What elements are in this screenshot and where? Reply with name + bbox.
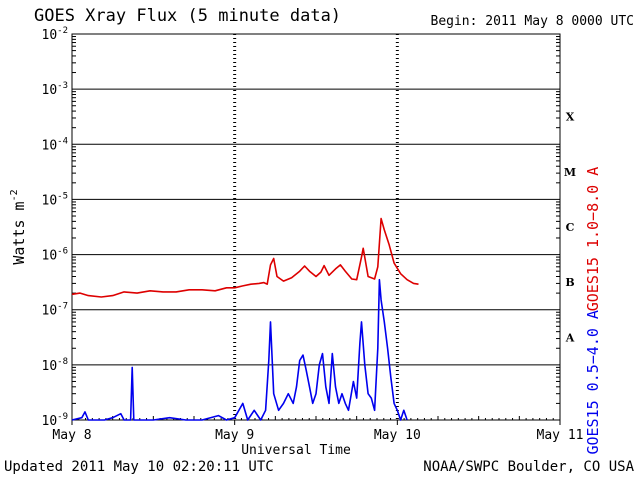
x-tick-label: May 10 — [374, 428, 421, 443]
y-tick-label: 10-5 — [42, 191, 69, 208]
y-tick-base: 10 — [42, 304, 58, 319]
y-tick-base: 10 — [42, 28, 58, 43]
y-axis-label-exponent: -2 — [9, 189, 20, 201]
begin-time-label: Begin: 2011 May 8 0000 UTC — [430, 14, 635, 29]
y-tick-exponent: -3 — [57, 81, 68, 91]
y-tick-base: 10 — [42, 249, 58, 264]
chart-title: GOES Xray Flux (5 minute data) — [34, 6, 342, 26]
y-tick-exponent: -9 — [57, 412, 68, 422]
y-tick-label: 10-8 — [42, 357, 69, 374]
series-line-long-channel — [71, 217, 419, 298]
legend-long-channel: GOES15 1.0−8.0 A — [584, 167, 602, 312]
x-tick-label: May 11 — [537, 428, 584, 443]
flare-class-label: A — [565, 331, 575, 344]
y-tick-base: 10 — [42, 414, 58, 429]
x-tick-label: May 8 — [52, 428, 91, 443]
y-axis-label: Watts m-2 — [9, 189, 28, 264]
plot-frame — [71, 33, 561, 421]
flare-class-label: B — [565, 276, 574, 289]
y-tick-base: 10 — [42, 359, 58, 374]
y-tick-exponent: -4 — [57, 136, 68, 146]
y-tick-label: 10-6 — [42, 247, 69, 264]
flare-class-label: X — [566, 111, 575, 124]
y-tick-base: 10 — [42, 138, 58, 153]
y-tick-exponent: -2 — [57, 26, 68, 36]
y-tick-base: 10 — [42, 83, 58, 98]
series-line-short-channel — [71, 278, 408, 421]
legend-short-channel: GOES15 0.5−4.0 A — [584, 310, 602, 455]
y-tick-base: 10 — [42, 193, 58, 208]
y-tick-label: 10-7 — [42, 302, 69, 319]
y-tick-exponent: -6 — [57, 247, 68, 257]
flare-class-label: M — [564, 166, 576, 179]
y-tick-exponent: -8 — [57, 357, 68, 367]
y-tick-exponent: -5 — [57, 191, 68, 201]
y-tick-label: 10-3 — [42, 81, 69, 98]
y-tick-label: 10-9 — [42, 412, 69, 429]
y-axis-label-text: Watts m — [10, 201, 28, 264]
y-tick-exponent: -7 — [57, 302, 68, 312]
y-tick-label: 10-4 — [42, 136, 69, 153]
x-axis-label: Universal Time — [241, 443, 351, 458]
flare-class-label: C — [566, 221, 575, 234]
source-credit: NOAA/SWPC Boulder, CO USA — [423, 459, 634, 475]
x-tick-label: May 9 — [215, 428, 254, 443]
y-tick-label: 10-2 — [42, 26, 69, 43]
updated-timestamp: Updated 2011 May 10 02:20:11 UTC — [4, 459, 274, 475]
